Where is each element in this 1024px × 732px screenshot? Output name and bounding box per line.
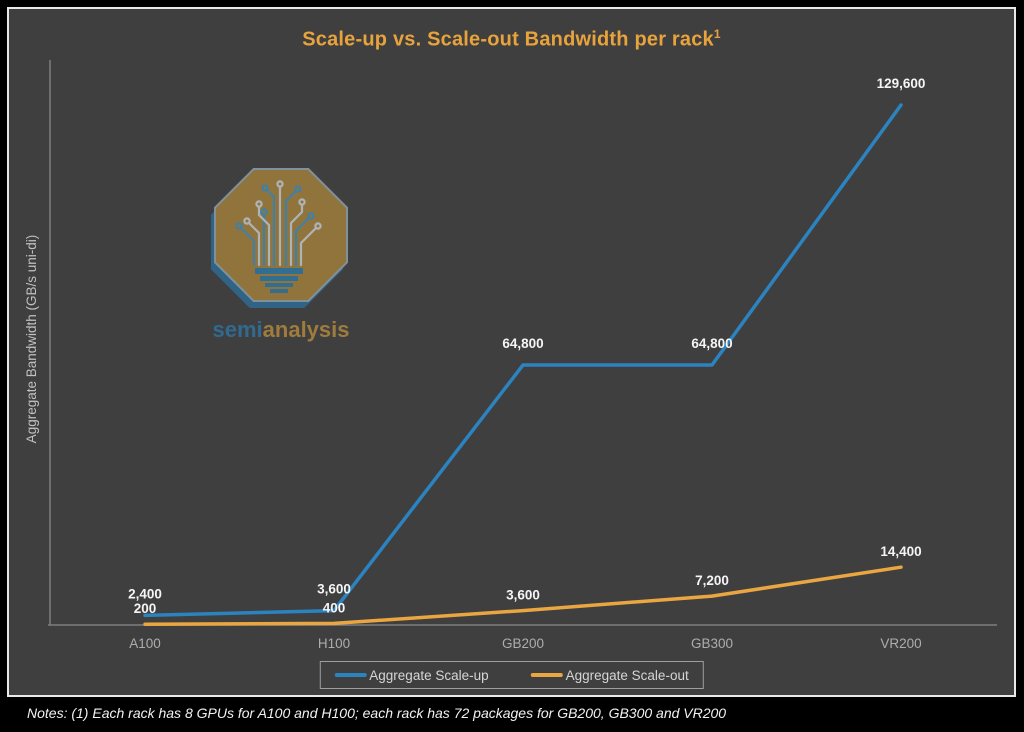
data-label: 129,600 (877, 76, 926, 91)
legend-label-scale-out: Aggregate Scale-out (565, 667, 689, 683)
x-tick-label: GB300 (691, 636, 733, 651)
data-label: 14,400 (880, 544, 921, 559)
semianalysis-logo-graphic: semianalysis (211, 168, 350, 342)
data-label: 64,800 (502, 336, 543, 351)
chart-panel: Scale-up vs. Scale-out Bandwidth per rac… (7, 7, 1016, 697)
x-tick-label: GB200 (502, 636, 544, 651)
logo-wordmark: semianalysis (213, 317, 350, 342)
logo-circuit-tree (235, 180, 322, 267)
chart-title-text: Scale-up vs. Scale-out Bandwidth per rac… (302, 28, 714, 51)
data-label: 64,800 (691, 336, 732, 351)
chart-title: Scale-up vs. Scale-out Bandwidth per rac… (9, 27, 1014, 52)
y-axis-title: Aggregate Bandwidth (GB/s uni-di) (24, 235, 39, 444)
scale-out-line-swatch-icon (530, 673, 563, 677)
logo-wordmark-analysis: analysis (263, 317, 350, 342)
series-line-scale-out (143, 565, 903, 626)
legend-item-scale-up: Aggregate Scale-up (334, 667, 489, 683)
semianalysis-logo: semianalysis (205, 167, 357, 347)
x-tick-label: A100 (129, 636, 161, 651)
data-label: 3,600 (317, 582, 351, 597)
footnote: Notes: (1) Each rack has 8 GPUs for A100… (27, 705, 727, 721)
data-label: 3,600 (506, 588, 540, 603)
chart-legend: Aggregate Scale-up Aggregate Scale-out (319, 661, 704, 689)
logo-bulb-base (255, 268, 303, 293)
line-chart-plot: Aggregate Bandwidth (GB/s uni-di) A100 H1… (24, 60, 997, 651)
x-tick-label: VR200 (880, 636, 921, 651)
scale-up-line-swatch-icon (334, 673, 367, 677)
data-label: 200 (134, 601, 157, 616)
data-label: 400 (323, 600, 346, 615)
x-tick-label: H100 (318, 636, 350, 651)
data-label: 7,200 (695, 573, 729, 588)
chart-title-superscript: 1 (713, 27, 721, 41)
legend-label-scale-up: Aggregate Scale-up (369, 667, 489, 683)
series-line-scale-up (143, 103, 903, 618)
data-label: 2,400 (128, 586, 162, 601)
logo-wordmark-semi: semi (213, 317, 263, 342)
legend-item-scale-out: Aggregate Scale-out (530, 667, 689, 683)
